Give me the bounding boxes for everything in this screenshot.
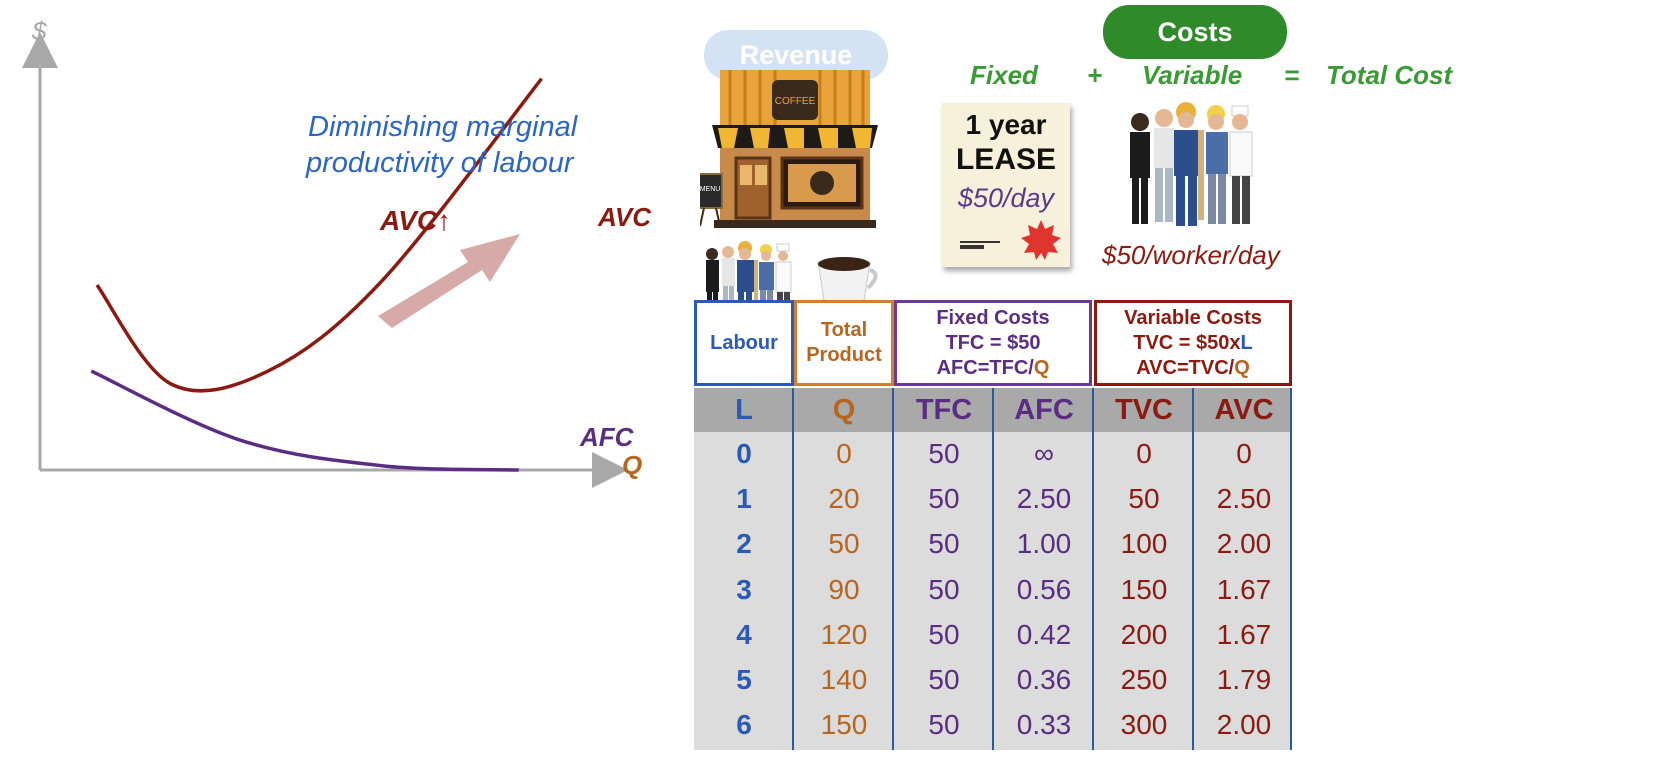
column-divider xyxy=(792,388,794,750)
cell-afc-row-2: 1.00 xyxy=(1016,528,1072,560)
cell-q-row-5: 140 xyxy=(820,664,868,695)
cell-afc-row-5: 0.36 xyxy=(1016,664,1072,695)
worker-rate: $50/worker/day xyxy=(1102,240,1280,270)
cell-afc-row-6: 0.33 xyxy=(1016,709,1072,741)
cell-avc-row-0: 0 xyxy=(1236,438,1252,469)
plus-sign: + xyxy=(1087,60,1103,90)
cell-tvc-row-5: 250 xyxy=(1120,664,1168,695)
column-divider xyxy=(892,388,894,750)
barcode-icon xyxy=(960,241,1000,249)
lease-rate: $50/day xyxy=(957,183,1055,213)
avc-formula: AVC=TVC/Q xyxy=(1136,356,1250,379)
cost-curves-chart: $ Q AVC AFC AVC↑ Diminishing marginal pr… xyxy=(22,16,652,488)
cell-l-row-1: 1 xyxy=(736,483,752,515)
column-divider xyxy=(1290,388,1292,750)
cell-q-row-3: 90 xyxy=(828,573,860,605)
column-header-afc: AFC xyxy=(1014,394,1074,426)
total-product-header: Total Product xyxy=(794,300,894,386)
cell-q-row-2: 50 xyxy=(828,528,860,560)
column-header-tvc: TVC xyxy=(1115,394,1173,426)
cell-tvc-row-1: 50 xyxy=(1128,483,1160,515)
diminishing-line-2: productivity of labour xyxy=(305,147,575,179)
total-product-line1: Total xyxy=(820,319,868,341)
column-header-tfc: TFC xyxy=(915,394,973,426)
cell-tfc-row-3: 50 xyxy=(928,573,960,605)
tfc-formula: TFC = $50 xyxy=(945,331,1041,354)
cell-tfc-row-4: 50 xyxy=(928,618,960,650)
coffee-shop-icon: COFFEE MENU xyxy=(700,70,878,228)
labour-header-label: Labour xyxy=(710,331,778,354)
variable-label: Variable xyxy=(1142,60,1243,90)
cell-tfc-row-0: 50 xyxy=(928,438,960,469)
cell-tfc-row-6: 50 xyxy=(928,709,960,741)
cell-l-row-5: 5 xyxy=(736,664,752,695)
column-divider xyxy=(1192,388,1194,750)
afc-formula: AFC=TFC/Q xyxy=(936,356,1050,379)
column-header-q: Q xyxy=(832,394,856,426)
column-divider xyxy=(992,388,994,750)
y-axis-label: $ xyxy=(31,16,47,46)
x-axis-label: Q xyxy=(622,450,642,480)
total-cost-label: Total Cost xyxy=(1326,60,1453,90)
cell-avc-row-1: 2.50 xyxy=(1216,483,1272,515)
avc-rising-arrow xyxy=(378,234,520,328)
fixed-costs-title: Fixed Costs xyxy=(936,306,1050,329)
variable-costs-title: Variable Costs xyxy=(1124,306,1262,329)
cell-afc-row-4: 0.42 xyxy=(1016,618,1072,650)
cell-tvc-row-0: 0 xyxy=(1136,438,1152,469)
cell-tvc-row-2: 100 xyxy=(1120,528,1168,560)
cell-l-row-3: 3 xyxy=(736,573,752,605)
table-body: L Q TFC AFC TVC AVC 0 0 50 ∞ 0 0 1 20 50 2.50 50 2.50 2 50 5… xyxy=(694,388,1292,750)
cell-q-row-4: 120 xyxy=(820,618,868,650)
cell-avc-row-2: 2.00 xyxy=(1216,528,1272,560)
lease-term: 1 year xyxy=(965,109,1047,140)
variable-costs-header: Variable Costs TVC = $50xL AVC=TVC/Q xyxy=(1094,300,1292,386)
cell-tvc-row-3: 150 xyxy=(1120,573,1168,605)
lease-title: LEASE xyxy=(955,143,1057,176)
workers-icon xyxy=(1130,102,1253,226)
cell-avc-row-5: 1.79 xyxy=(1216,664,1272,695)
afc-curve-label: AFC xyxy=(579,422,635,452)
cell-avc-row-6: 2.00 xyxy=(1216,709,1272,741)
tvc-formula: TVC = $50xL xyxy=(1133,331,1253,354)
column-header-avc: AVC xyxy=(1214,394,1274,426)
cell-avc-row-3: 1.67 xyxy=(1216,573,1272,605)
column-header-l: L xyxy=(735,394,753,426)
seal-icon xyxy=(1021,220,1061,260)
cell-tfc-row-1: 50 xyxy=(928,483,960,515)
cell-afc-row-0: ∞ xyxy=(1034,438,1054,469)
labour-header: Labour xyxy=(694,300,794,386)
cell-l-row-4: 4 xyxy=(736,618,752,650)
fixed-label: Fixed xyxy=(970,60,1038,90)
avc-curve xyxy=(95,77,543,393)
svg-text:MENU: MENU xyxy=(700,186,720,193)
diminishing-line-1: Diminishing marginal xyxy=(308,111,579,143)
fixed-costs-header: Fixed Costs TFC = $50 AFC=TFC/Q xyxy=(894,300,1092,386)
lease-card: 1 year LEASE $50/day xyxy=(942,103,1070,267)
cell-tvc-row-6: 300 xyxy=(1120,709,1168,741)
cell-q-row-1: 20 xyxy=(828,483,860,515)
afc-curve xyxy=(90,369,519,472)
cell-l-row-0: 0 xyxy=(736,438,752,469)
equals-sign: = xyxy=(1284,60,1300,90)
cell-afc-row-3: 0.56 xyxy=(1016,573,1072,605)
cell-q-row-0: 0 xyxy=(836,438,852,469)
cell-tfc-row-2: 50 xyxy=(928,528,960,560)
column-divider xyxy=(1092,388,1094,750)
cell-afc-row-1: 2.50 xyxy=(1016,483,1072,515)
cell-tfc-row-5: 50 xyxy=(928,664,960,695)
costs-pill: Costs xyxy=(1103,5,1287,59)
cell-l-row-2: 2 xyxy=(736,528,752,560)
avc-curve-label: AVC xyxy=(597,202,652,232)
cell-avc-row-4: 1.67 xyxy=(1216,618,1272,650)
svg-text:COFFEE: COFFEE xyxy=(775,96,816,107)
cell-l-row-6: 6 xyxy=(736,709,752,741)
avc-up-annotation: AVC↑ xyxy=(379,205,451,236)
total-product-line2: Product xyxy=(806,344,882,366)
cell-q-row-6: 150 xyxy=(820,709,868,741)
cell-tvc-row-4: 200 xyxy=(1120,618,1168,650)
